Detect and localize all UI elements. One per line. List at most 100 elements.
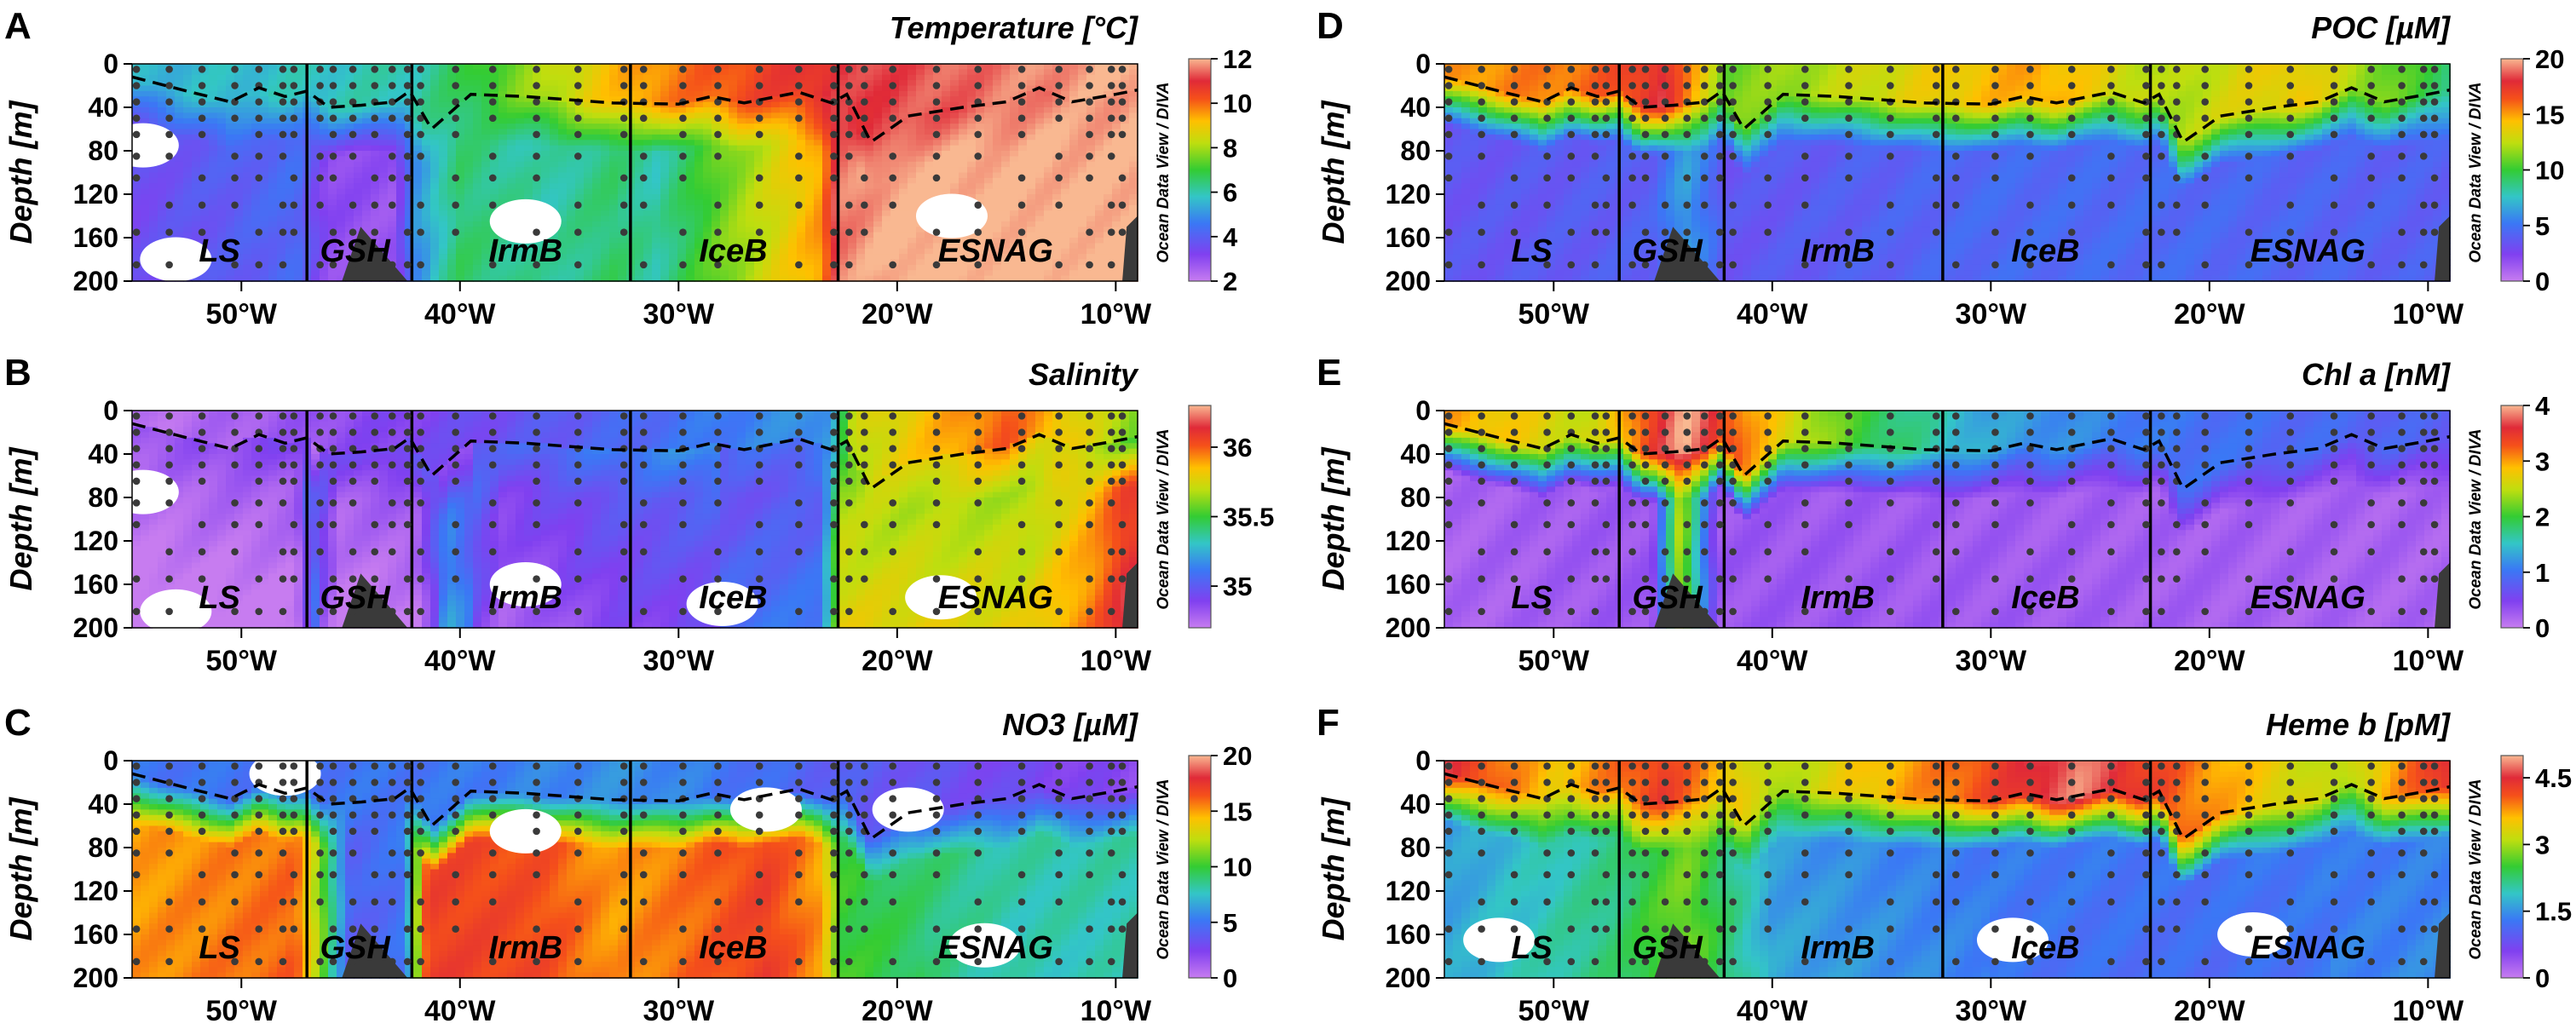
heatmap-cell	[592, 112, 602, 119]
heatmap-cell	[464, 227, 474, 233]
heatmap-cell	[447, 248, 457, 255]
heatmap-cell	[703, 259, 712, 266]
heatmap-cell	[694, 259, 704, 266]
heatmap-cell	[746, 151, 755, 158]
heatmap-cell	[805, 151, 815, 158]
heatmap-cell	[550, 248, 559, 255]
heatmap-cell	[234, 161, 244, 168]
heatmap-cell	[320, 161, 329, 168]
heatmap-cell	[328, 243, 337, 250]
heatmap-cell	[1035, 167, 1045, 174]
heatmap-cell	[141, 172, 150, 179]
heatmap-cell	[345, 118, 354, 124]
heatmap-cell	[192, 172, 201, 179]
heatmap-cell	[1010, 145, 1019, 152]
heatmap-cell	[916, 118, 925, 124]
heatmap-cell	[388, 140, 397, 147]
heatmap-cell	[141, 177, 150, 185]
heatmap-cell	[729, 90, 738, 98]
heatmap-cell	[337, 204, 346, 211]
heatmap-cell	[1010, 161, 1019, 168]
heatmap-cell	[609, 238, 619, 244]
heatmap-cell	[311, 221, 320, 228]
heatmap-cell	[447, 145, 457, 152]
heatmap-cell	[677, 199, 687, 206]
heatmap-cell	[328, 210, 337, 217]
heatmap-cell	[976, 248, 985, 255]
station-dot	[795, 82, 803, 89]
heatmap-cell	[396, 85, 406, 92]
station-dot	[932, 66, 941, 73]
heatmap-cell	[643, 156, 653, 163]
heatmap-cell	[882, 80, 891, 87]
heatmap-cell	[660, 270, 670, 277]
station-dot	[290, 174, 298, 182]
heatmap-cell	[311, 118, 320, 124]
heatmap-cell	[1018, 145, 1028, 152]
heatmap-cell	[200, 167, 210, 174]
heatmap-cell	[822, 238, 832, 244]
heatmap-cell	[805, 243, 815, 250]
heatmap-cell	[873, 112, 883, 119]
heatmap-cell	[669, 156, 678, 163]
heatmap-cell	[592, 227, 602, 233]
heatmap-cell	[925, 248, 934, 255]
heatmap-cell	[763, 129, 772, 135]
heatmap-cell	[524, 254, 533, 261]
heatmap-cell	[788, 167, 798, 174]
heatmap-cell	[814, 101, 823, 108]
heatmap-cell	[396, 259, 406, 266]
heatmap-cell	[592, 161, 602, 168]
heatmap-cell	[993, 69, 1002, 76]
heatmap-cell	[217, 101, 227, 108]
heatmap-cell	[763, 210, 772, 217]
heatmap-cell	[584, 118, 593, 124]
heatmap-cell	[1035, 69, 1045, 76]
heatmap-cell	[746, 210, 755, 217]
heatmap-cell	[609, 145, 619, 152]
heatmap-cell	[993, 167, 1002, 174]
heatmap-cell	[839, 270, 849, 277]
heatmap-cell	[217, 199, 227, 206]
heatmap-cell	[362, 134, 372, 141]
heatmap-cell	[856, 221, 866, 228]
heatmap-cell	[362, 90, 372, 98]
heatmap-cell	[516, 90, 525, 98]
station-dot	[1017, 174, 1026, 182]
heatmap-cell	[1052, 145, 1062, 152]
heatmap-cell	[200, 107, 210, 114]
heatmap-cell	[260, 118, 269, 124]
heatmap-cell	[660, 199, 670, 206]
heatmap-cell	[729, 232, 738, 239]
heatmap-cell	[422, 161, 431, 168]
heatmap-cell	[780, 199, 789, 206]
heatmap-cell	[908, 80, 917, 87]
heatmap-cell	[516, 74, 525, 81]
station-dot	[231, 152, 239, 160]
heatmap-cell	[277, 74, 286, 81]
heatmap-cell	[1129, 151, 1138, 158]
heatmap-cell	[618, 216, 627, 222]
heatmap-cell	[226, 232, 235, 239]
heatmap-cell	[669, 264, 678, 272]
heatmap-cell	[882, 156, 891, 163]
heatmap-cell	[899, 199, 908, 206]
heatmap-cell	[720, 221, 729, 228]
heatmap-cell	[149, 90, 158, 98]
heatmap-cell	[311, 74, 320, 81]
heatmap-cell	[1027, 74, 1036, 81]
heatmap-cell	[405, 248, 414, 255]
heatmap-cell	[1044, 210, 1053, 217]
heatmap-cell	[175, 188, 184, 195]
heatmap-cell	[464, 264, 474, 272]
heatmap-cell	[609, 74, 619, 81]
heatmap-cell	[183, 118, 193, 124]
heatmap-cell	[754, 183, 764, 190]
heatmap-cell	[848, 96, 857, 103]
heatmap-cell	[814, 172, 823, 179]
heatmap-cell	[507, 243, 516, 250]
station-dot	[371, 114, 379, 123]
heatmap-cell	[234, 210, 244, 217]
heatmap-cell	[1001, 227, 1011, 233]
heatmap-cell	[285, 210, 295, 217]
